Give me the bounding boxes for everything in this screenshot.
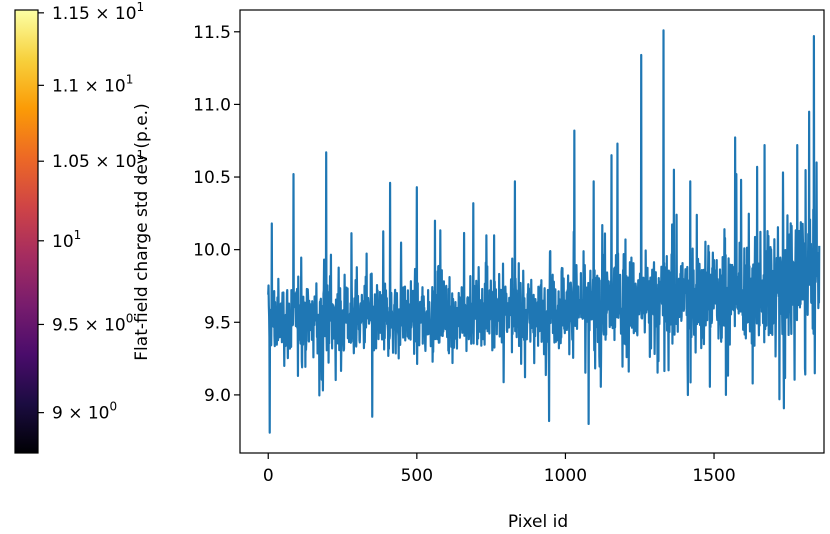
y-tick-label: 11.0	[193, 95, 231, 115]
colorbar-ticks: 9 × 100 9.5 × 100 101 1.05 × 101 1.1 × 101 1.…	[38, 0, 144, 424]
y-tick-label: 9.0	[204, 386, 231, 406]
x-tick-label: 500	[401, 466, 433, 486]
y-tick-label: 10.0	[193, 241, 231, 261]
colorbar: 9 × 100 9.5 × 100 101 1.05 × 101 1.1 × 101 1.…	[14, 0, 144, 454]
y-axis-ticks: 9.0 9.5 10.0 10.5 11.0 11.5	[193, 23, 240, 406]
y-tick-label: 11.5	[193, 23, 231, 43]
x-tick-label: 1500	[692, 466, 735, 486]
colorbar-tick-label: 9.5 × 100	[52, 311, 133, 335]
colorbar-tick-label: 1.15 × 101	[52, 0, 144, 24]
plot-area: 0 500 1000 1500 9.0 9.5 10.0 10.5 11.0 11.5 Pixe…	[132, 9, 825, 532]
colorbar-tick-label: 1.05 × 101	[52, 148, 144, 172]
x-axis-ticks: 0 500 1000 1500	[263, 453, 736, 486]
plot-frame	[239, 9, 825, 454]
y-axis-label: Flat-field charge std dev (p.e.)	[132, 103, 152, 360]
series-line	[267, 29, 821, 434]
colorbar-tick-label: 9 × 100	[52, 400, 117, 424]
x-tick-label: 1000	[544, 466, 587, 486]
colorbar-tick-label: 1.1 × 101	[52, 72, 133, 96]
x-tick-label: 0	[263, 466, 274, 486]
colorbar-frame	[14, 9, 39, 454]
y-tick-label: 10.5	[193, 168, 231, 188]
x-axis-label: Pixel id	[508, 512, 568, 532]
colorbar-tick-label: 101	[52, 228, 81, 252]
y-tick-label: 9.5	[204, 313, 231, 333]
colorbar-gradient	[15, 10, 38, 453]
